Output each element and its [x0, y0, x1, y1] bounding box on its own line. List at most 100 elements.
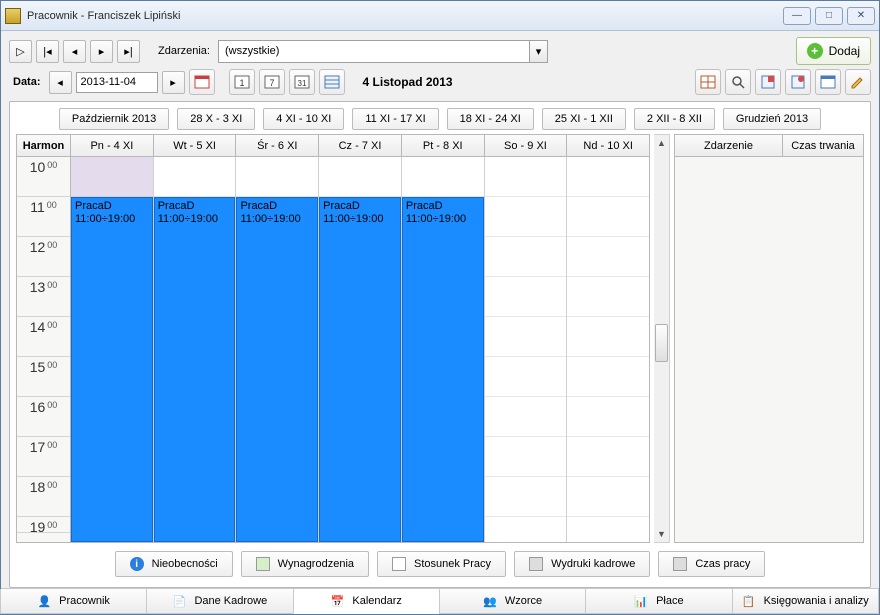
last-button[interactable]: ▸| — [117, 40, 140, 63]
time-column: 1000 1100 1200 1300 1400 1500 1600 1700 … — [17, 157, 71, 542]
edit-icon[interactable] — [845, 69, 871, 95]
search-icon[interactable] — [725, 69, 751, 95]
calendar-icon[interactable] — [815, 69, 841, 95]
tab-payroll[interactable]: 📊 Płace — [585, 589, 732, 614]
content: ▷ |◂ ◂ ▸ ▸| Zdarzenia: ▾ + Dodaj Data: ◂… — [1, 31, 879, 588]
day-sun[interactable] — [567, 157, 649, 542]
scroll-thumb[interactable] — [655, 324, 668, 362]
tabbar: 👤 Pracownik 📄 Dane Kadrowe 📅 Kalendarz 👥… — [1, 588, 879, 614]
tab-templates[interactable]: 👥 Wzorce — [439, 589, 586, 614]
prev-button[interactable]: ◂ — [63, 40, 86, 63]
svg-text:7: 7 — [269, 78, 274, 88]
scroll-down-icon[interactable]: ▼ — [654, 526, 669, 542]
printer-icon — [529, 557, 543, 571]
time-17: 1700 — [17, 437, 70, 477]
event-thu[interactable]: PracaD 11:00÷19:00 — [319, 197, 401, 542]
employment-button[interactable]: Stosunek Pracy — [377, 551, 506, 577]
worktime-button[interactable]: Czas pracy — [658, 551, 765, 577]
doc-icon: 📄 — [173, 595, 187, 608]
day-thu[interactable]: PracaD 11:00÷19:00 — [319, 157, 402, 542]
morning-block — [71, 157, 153, 197]
view-list-icon[interactable] — [319, 69, 345, 95]
range-row: Październik 2013 28 X - 3 XI 4 XI - 10 X… — [16, 108, 864, 130]
next-button[interactable]: ▸ — [90, 40, 113, 63]
toolbar-row-1: ▷ |◂ ◂ ▸ ▸| Zdarzenia: ▾ + Dodaj — [9, 37, 871, 65]
date-next-button[interactable]: ▸ — [162, 71, 185, 94]
printer-icon — [673, 557, 687, 571]
view-day-1-icon[interactable]: 1 — [229, 69, 255, 95]
calendar-area: Harmon Pn - 4 XI Wt - 5 XI Śr - 6 XI Cz … — [16, 134, 864, 543]
range-week-1[interactable]: 28 X - 3 XI — [177, 108, 255, 130]
header-day-thu[interactable]: Cz - 7 XI — [319, 135, 402, 156]
day-sat[interactable] — [485, 157, 568, 542]
toolbar-row-2: Data: ◂ ▸ 1 7 31 4 Listopad 2013 — [9, 69, 871, 95]
col-duration[interactable]: Czas trwania — [783, 135, 863, 156]
tab-accounting[interactable]: 📋 Księgowania i analizy — [732, 589, 879, 614]
people-icon: 👥 — [483, 595, 497, 608]
header-corner: Harmon — [17, 135, 71, 156]
day-columns: PracaD 11:00÷19:00 PracaD 11:00÷19:00 — [71, 157, 649, 542]
day-mon[interactable]: PracaD 11:00÷19:00 — [71, 157, 154, 542]
event-wed[interactable]: PracaD 11:00÷19:00 — [236, 197, 318, 542]
header-day-sun[interactable]: Nd - 10 XI — [567, 135, 649, 156]
day-wed[interactable]: PracaD 11:00÷19:00 — [236, 157, 319, 542]
maximize-button[interactable]: □ — [815, 7, 843, 25]
add-button[interactable]: + Dodaj — [796, 37, 871, 65]
svg-text:1: 1 — [239, 78, 244, 88]
range-week-5[interactable]: 25 XI - 1 XII — [542, 108, 626, 130]
scroll-track[interactable] — [654, 151, 669, 526]
time-12: 1200 — [17, 237, 70, 277]
day-tue[interactable]: PracaD 11:00÷19:00 — [154, 157, 237, 542]
first-button[interactable]: |◂ — [36, 40, 59, 63]
range-next-month[interactable]: Grudzień 2013 — [723, 108, 821, 130]
header-day-wed[interactable]: Śr - 6 XI — [236, 135, 319, 156]
salary-button[interactable]: Wynagrodzenia — [241, 551, 369, 577]
events-input[interactable] — [219, 41, 529, 62]
scroll-up-icon[interactable]: ▲ — [654, 135, 669, 151]
range-week-3[interactable]: 11 XI - 17 XI — [352, 108, 438, 130]
print-button[interactable]: Wydruki kadrowe — [514, 551, 650, 577]
minimize-button[interactable]: — — [783, 7, 811, 25]
time-15: 1500 — [17, 357, 70, 397]
day-fri[interactable]: PracaD 11:00÷19:00 — [402, 157, 485, 542]
grid-icon[interactable] — [695, 69, 721, 95]
add-label: Dodaj — [829, 44, 860, 58]
range-prev-month[interactable]: Październik 2013 — [59, 108, 169, 130]
absence-button[interactable]: i Nieobecności — [115, 551, 233, 577]
header-day-sat[interactable]: So - 9 XI — [485, 135, 568, 156]
list-icon: 📋 — [742, 595, 756, 608]
header-day-fri[interactable]: Pt - 8 XI — [402, 135, 485, 156]
event-list-body[interactable] — [675, 157, 863, 542]
events-combo[interactable]: ▾ — [218, 40, 548, 63]
calendar-picker-icon[interactable] — [189, 69, 215, 95]
close-button[interactable]: ✕ — [847, 7, 875, 25]
app-icon — [5, 8, 21, 24]
tool-1-icon[interactable] — [755, 69, 781, 95]
col-event[interactable]: Zdarzenie — [675, 135, 783, 156]
plus-icon: + — [807, 43, 823, 59]
vertical-scrollbar[interactable]: ▲ ▼ — [654, 134, 670, 543]
tool-2-icon[interactable] — [785, 69, 811, 95]
tab-hr-data[interactable]: 📄 Dane Kadrowe — [146, 589, 293, 614]
event-fri[interactable]: PracaD 11:00÷19:00 — [402, 197, 484, 542]
range-week-2[interactable]: 4 XI - 10 XI — [263, 108, 344, 130]
event-mon[interactable]: PracaD 11:00÷19:00 — [71, 197, 153, 542]
range-week-6[interactable]: 2 XII - 8 XII — [634, 108, 715, 130]
range-week-4[interactable]: 18 XI - 24 XI — [447, 108, 534, 130]
action-buttons: i Nieobecności Wynagrodzenia Stosunek Pr… — [16, 547, 864, 581]
date-input[interactable] — [76, 72, 158, 93]
right-toolbar — [695, 69, 871, 95]
event-tue[interactable]: PracaD 11:00÷19:00 — [154, 197, 236, 542]
tab-calendar[interactable]: 📅 Kalendarz — [293, 589, 440, 614]
view-day-31-icon[interactable]: 31 — [289, 69, 315, 95]
window-title: Pracownik - Franciszek Lipiński — [27, 10, 783, 22]
view-day-7-icon[interactable]: 7 — [259, 69, 285, 95]
header-day-mon[interactable]: Pn - 4 XI — [71, 135, 154, 156]
header-day-tue[interactable]: Wt - 5 XI — [154, 135, 237, 156]
time-18: 1800 — [17, 477, 70, 517]
tab-employee[interactable]: 👤 Pracownik — [0, 589, 147, 614]
chevron-down-icon[interactable]: ▾ — [529, 41, 547, 62]
svg-text:31: 31 — [297, 79, 306, 88]
date-prev-button[interactable]: ◂ — [49, 71, 72, 94]
play-button[interactable]: ▷ — [9, 40, 32, 63]
